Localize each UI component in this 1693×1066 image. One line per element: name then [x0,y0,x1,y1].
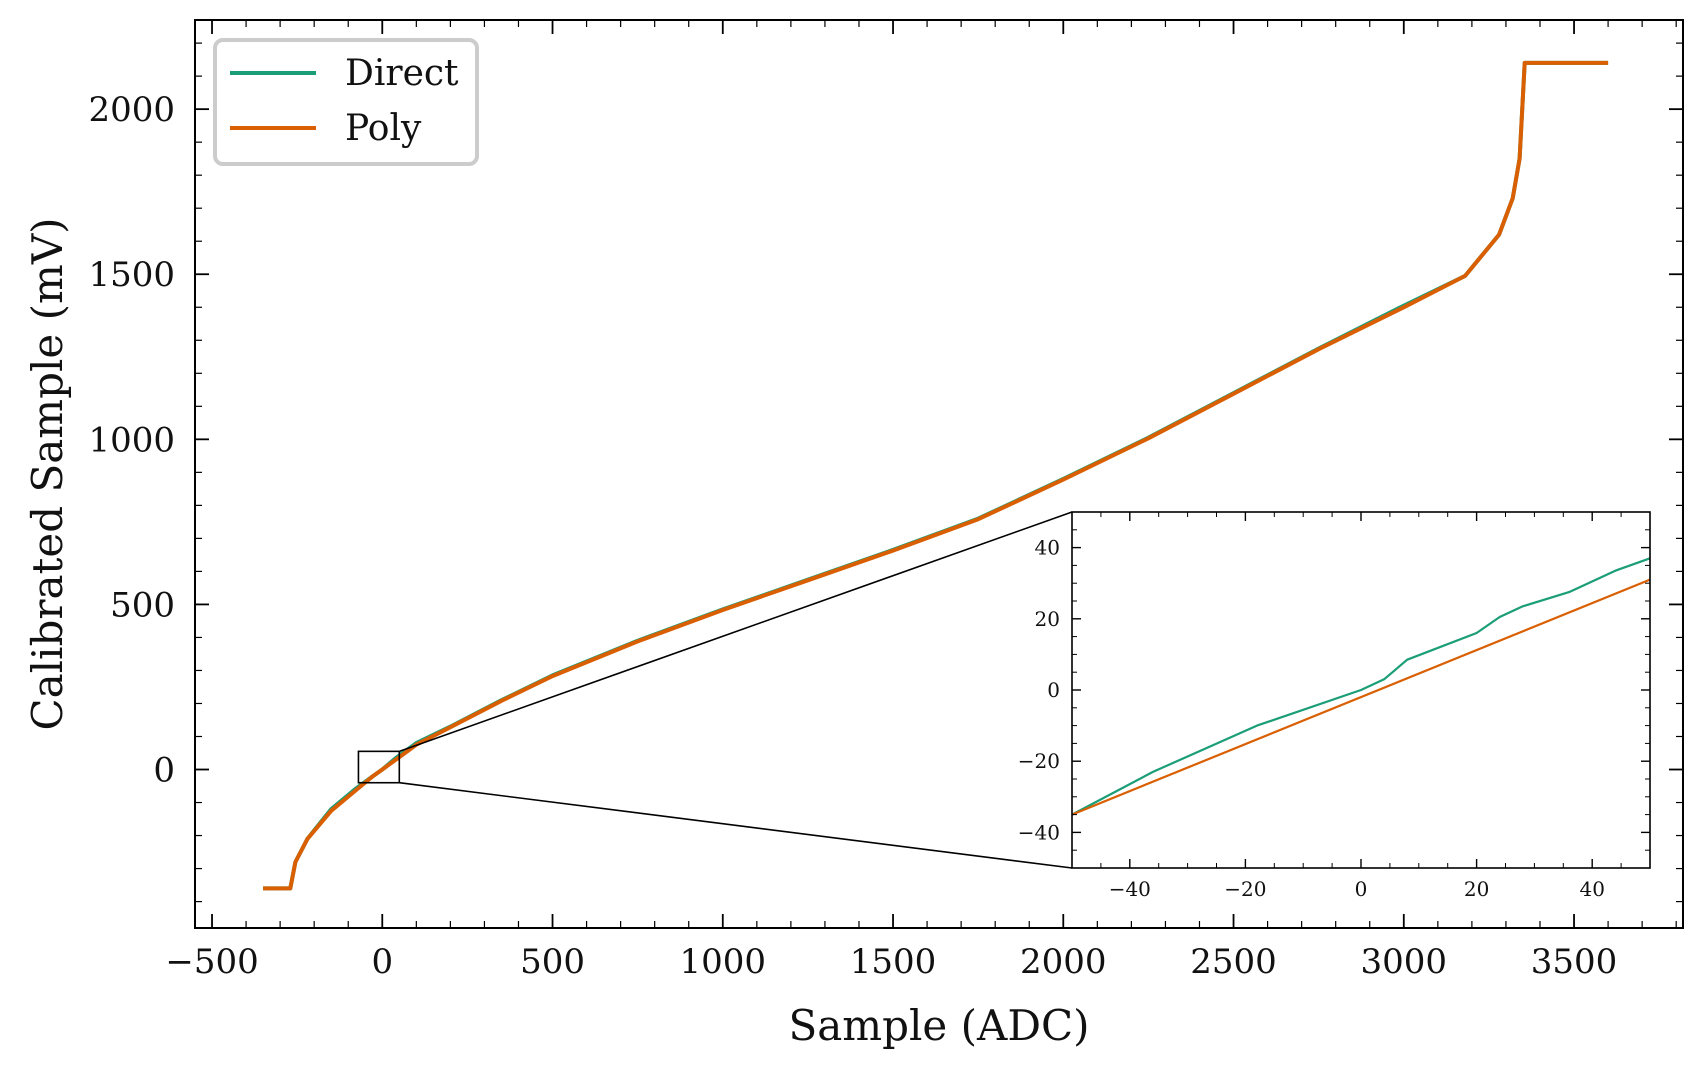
inset-x-tick-label: 20 [1464,877,1489,901]
x-axis-label: Sample (ADC) [788,1001,1089,1050]
inset-tick-layer: −40 −20 0 20 40 −40 −20 0 20 40 [1018,511,1651,901]
x-tick-label: 0 [371,942,393,982]
inset-series-line-poly [1071,578,1651,816]
zoom-connector-top [399,511,1073,753]
legend: Direct Poly [213,38,479,166]
main-series-layer [263,60,1609,891]
legend-label-poly: Poly [345,108,422,149]
inset-y-tick-label: 40 [1035,536,1060,560]
main-tick-layer: −500 0 500 1000 1500 2000 2500 3000 350005001000… [88,20,1683,982]
x-tick-label: −500 [165,942,258,982]
inset-plot: −40 −20 0 20 40 −40 −20 0 20 40 [1018,511,1651,901]
x-tick-label: 500 [520,942,585,982]
x-tick-label: 2000 [1020,942,1107,982]
plot-frame [194,19,1684,929]
y-tick-label: 1500 [88,255,175,295]
y-tick-label: 1000 [88,420,175,460]
x-tick-label: 3000 [1361,942,1448,982]
y-tick-label: 2000 [88,90,175,130]
x-tick-label: 1000 [680,942,767,982]
inset-y-tick-label: −20 [1018,749,1060,773]
zoom-region-box [357,750,401,784]
inset-y-tick-label: 20 [1035,607,1060,631]
inset-series-line-direct [1071,557,1651,816]
inset-x-tick-label: 0 [1355,877,1368,901]
y-tick-label: 500 [110,585,175,625]
y-axis-label: Calibrated Sample (mV) [23,217,72,730]
inset-x-tick-label: 40 [1579,877,1604,901]
x-tick-label: 1500 [850,942,937,982]
inset-x-tick-label: −20 [1224,877,1266,901]
y-tick-label: 0 [153,751,175,791]
main-plot: −500 0 500 1000 1500 2000 2500 3000 350005001000… [88,19,1684,982]
zoom-connector-bottom [399,781,1073,869]
inset-series-layer [1071,557,1651,816]
inset-x-tick-label: −40 [1109,877,1151,901]
x-tick-label: 2500 [1190,942,1277,982]
legend-label-direct: Direct [345,53,459,94]
x-tick-label: 3500 [1531,942,1618,982]
inset-y-tick-label: 0 [1047,678,1060,702]
inset-y-tick-label: −40 [1018,820,1060,844]
series-line-poly [263,60,1609,891]
